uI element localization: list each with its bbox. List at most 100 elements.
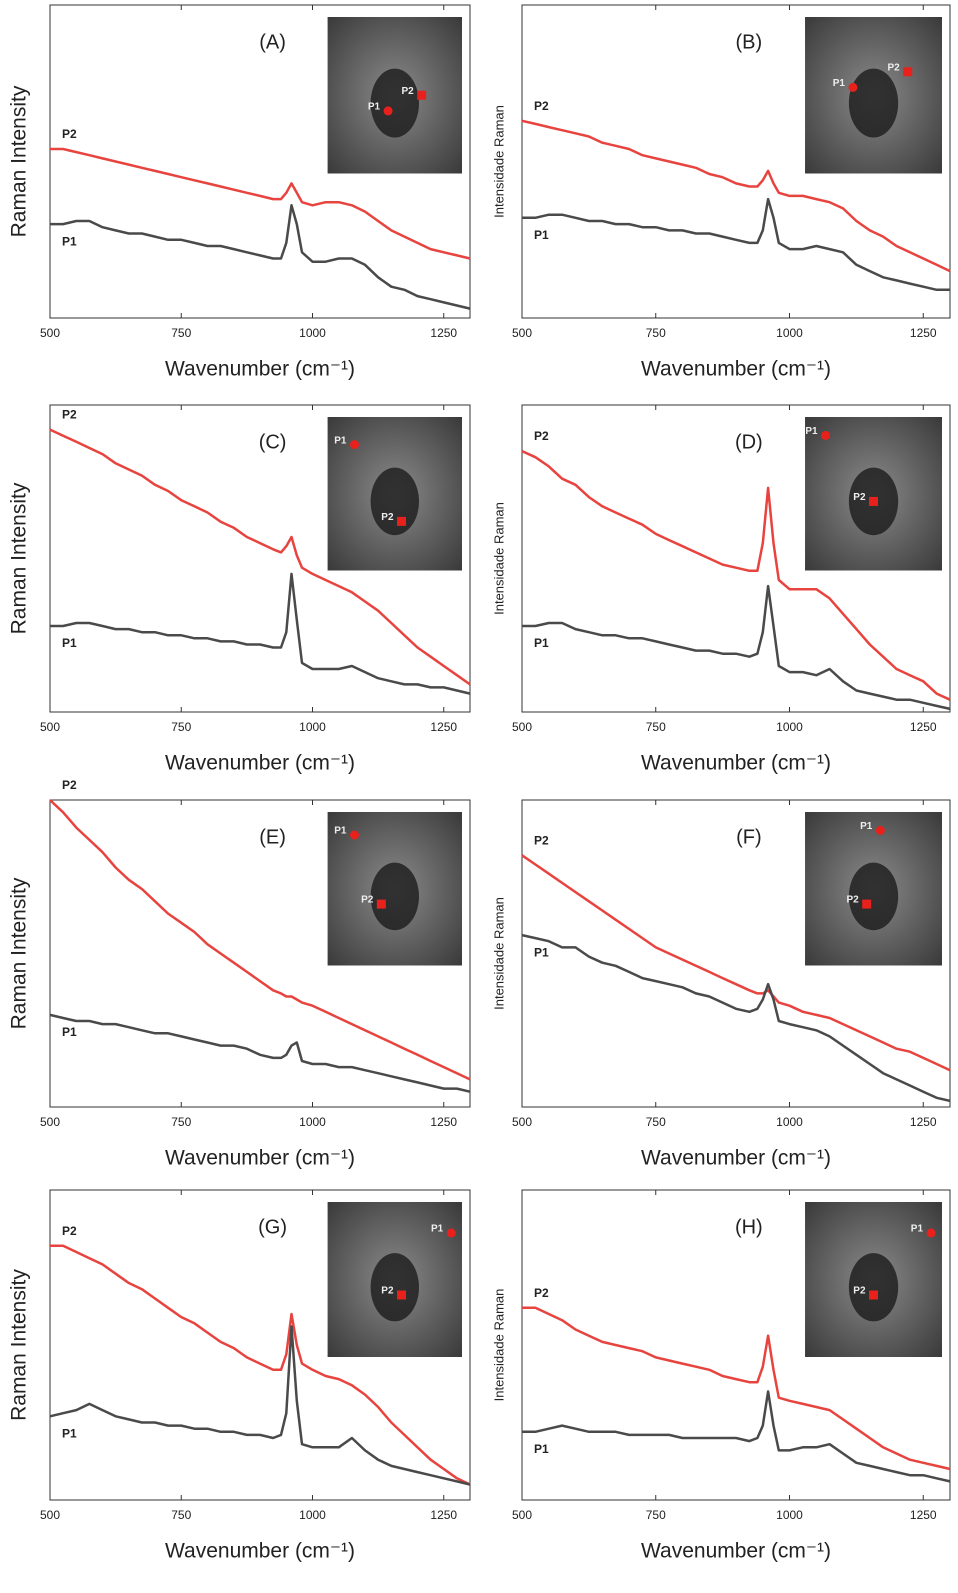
panel: 500 750 1000 1250 Wavenumber (cm⁻¹) Raman Int… — [8, 4, 471, 381]
inset-label: P1 — [431, 1224, 444, 1235]
inset-cavity — [848, 1253, 899, 1322]
inset-marker — [397, 516, 407, 526]
x-tick-label: 1000 — [776, 720, 803, 734]
series-label: P1 — [534, 228, 549, 242]
y-axis-label: Raman Intensity — [8, 1269, 31, 1421]
inset-cavity — [848, 68, 899, 138]
x-tick-label: 1000 — [776, 1508, 803, 1522]
spectrum-line — [522, 1390, 951, 1483]
inset-marker — [349, 830, 359, 840]
panel: 500 750 1000 1250 Wavenumber (cm⁻¹) Intensida… — [491, 404, 951, 775]
x-tick-label: 500 — [512, 1115, 532, 1129]
inset-label: P2 — [381, 512, 394, 523]
x-tick-label: 1250 — [430, 1508, 457, 1522]
y-axis-label: Raman Intensity — [8, 482, 31, 634]
panel: 500 750 1000 1250 Wavenumber (cm⁻¹) Intensida… — [491, 1189, 951, 1563]
inset-cavity — [848, 862, 899, 931]
inset-marker — [903, 67, 913, 77]
inset-label: P2 — [381, 1286, 394, 1297]
panel: 500 750 1000 1250 Wavenumber (cm⁻¹) Raman Int… — [8, 778, 471, 1170]
x-tick-label: 750 — [171, 720, 191, 734]
series-label: P1 — [534, 1442, 549, 1456]
inset-marker — [848, 82, 858, 92]
y-axis-label: Intensidade Raman — [491, 105, 506, 218]
inset-marker — [869, 1290, 879, 1300]
series-label: P2 — [62, 1224, 77, 1238]
series-label: P1 — [62, 1025, 77, 1039]
x-tick-label: 500 — [40, 1115, 60, 1129]
x-axis-label: Wavenumber (cm⁻¹) — [165, 752, 355, 775]
x-axis-label: Wavenumber (cm⁻¹) — [165, 358, 355, 381]
x-tick-label: 1000 — [776, 326, 803, 340]
panel-title: (A) — [259, 31, 286, 53]
spectrum-line — [522, 197, 950, 292]
x-tick-label: 500 — [40, 1508, 60, 1522]
inset-label: P1 — [368, 102, 381, 113]
plot-frame — [49, 4, 471, 319]
spectrum-line — [521, 854, 951, 1072]
inset-label: P2 — [846, 895, 859, 906]
series-label: P2 — [534, 99, 549, 113]
x-tick-label: 1250 — [430, 326, 457, 340]
inset-marker — [349, 440, 359, 450]
inset-label: P1 — [334, 435, 347, 446]
series-label: P2 — [62, 408, 77, 422]
series-label: P1 — [534, 945, 549, 959]
spectrum-line — [50, 147, 471, 260]
spectrum-line — [522, 584, 951, 711]
series-label: P2 — [62, 778, 77, 792]
inset-cavity — [370, 862, 419, 931]
x-tick-label: 1250 — [910, 1115, 937, 1129]
series-label: P2 — [534, 429, 549, 443]
panel-title: (B) — [736, 31, 763, 53]
spectrum-line — [49, 1325, 471, 1486]
y-axis-label: Intensidade Raman — [491, 502, 506, 615]
x-tick-label: 1000 — [299, 1115, 326, 1129]
inset-cavity — [370, 467, 419, 536]
panel-title: (H) — [735, 1216, 763, 1238]
plot-frame — [49, 1189, 471, 1501]
x-axis-label: Wavenumber (cm⁻¹) — [641, 1147, 831, 1170]
series-label: P1 — [62, 234, 77, 248]
inset-label: P2 — [853, 1286, 866, 1297]
panel: 500 750 1000 1250 Wavenumber (cm⁻¹) Intensida… — [491, 799, 951, 1170]
panel-title: (F) — [736, 826, 762, 848]
spectrum-line — [521, 119, 951, 273]
inset-marker — [446, 1228, 456, 1238]
inset-marker — [383, 106, 393, 116]
plot-frame — [521, 4, 951, 319]
x-tick-label: 1250 — [910, 326, 937, 340]
x-tick-label: 750 — [646, 1508, 666, 1522]
series-label: P1 — [534, 636, 549, 650]
series-label: P2 — [62, 127, 77, 141]
inset-marker — [875, 825, 885, 835]
x-axis-label: Wavenumber (cm⁻¹) — [641, 358, 831, 381]
inset-label: P2 — [401, 86, 414, 97]
panel: 500 750 1000 1250 Wavenumber (cm⁻¹) Raman Int… — [8, 1189, 471, 1563]
inset-marker — [417, 90, 427, 100]
x-tick-label: 1000 — [299, 1508, 326, 1522]
inset-label: P2 — [853, 492, 866, 503]
series-label: P2 — [534, 1286, 549, 1300]
inset-marker — [862, 899, 872, 909]
x-tick-label: 750 — [646, 720, 666, 734]
spectrum-line — [50, 204, 471, 310]
inset-label: P1 — [805, 426, 818, 437]
inset-cavity — [370, 68, 419, 138]
panel: 500 750 1000 1250 Wavenumber (cm⁻¹) Raman Int… — [8, 404, 471, 775]
x-tick-label: 500 — [512, 1508, 532, 1522]
x-tick-label: 750 — [171, 1115, 191, 1129]
inset-label: P2 — [361, 895, 374, 906]
x-tick-label: 500 — [40, 720, 60, 734]
y-axis-label: Raman Intensity — [8, 85, 31, 237]
spectrum-line — [49, 1013, 471, 1093]
spectrum-line — [522, 1306, 951, 1471]
panel-title: (E) — [259, 826, 286, 848]
inset-label: P1 — [860, 821, 873, 832]
panel-title: (C) — [259, 431, 287, 453]
series-label: P2 — [534, 833, 549, 847]
x-tick-label: 500 — [40, 326, 60, 340]
spectrum-line — [521, 933, 951, 1103]
x-tick-label: 1250 — [430, 1115, 457, 1129]
